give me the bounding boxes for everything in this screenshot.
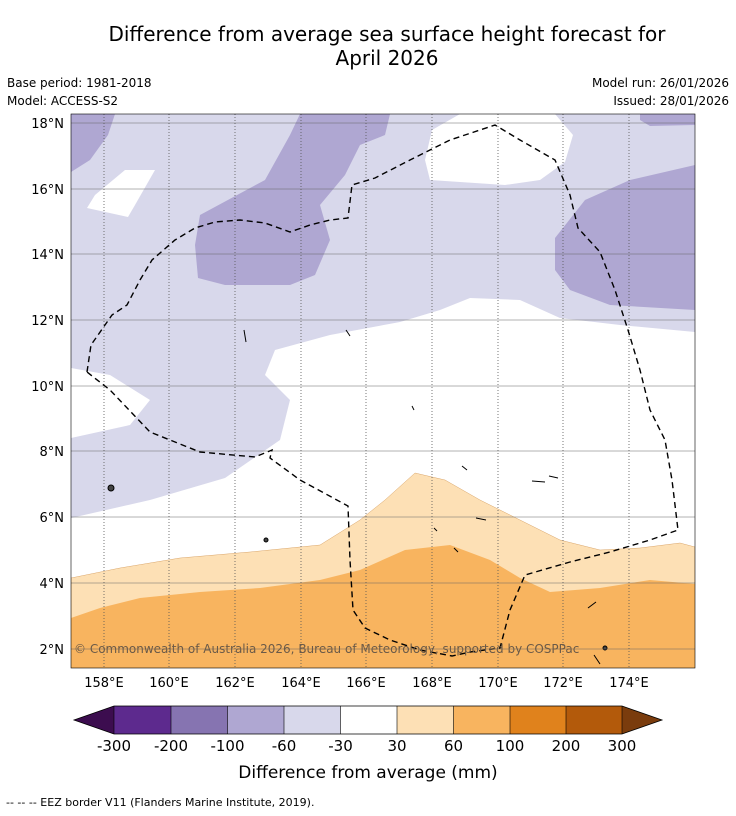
lon-label: 164°E: [281, 676, 321, 691]
meta-right: Model run: 26/01/2026 Issued: 28/01/2026: [592, 74, 729, 110]
colorbar-swatch: [510, 706, 566, 734]
colorbar-swatch: [566, 706, 622, 734]
colorbar-swatch: [453, 706, 510, 734]
colorbar-swatch: [171, 706, 228, 734]
model-run-text: Model run: 26/01/2026: [591, 76, 729, 90]
lat-label: 12°N: [31, 314, 64, 329]
colorbar-swatch: [114, 706, 171, 734]
colorbar-swatch: [340, 706, 397, 734]
lon-label: 160°E: [149, 676, 189, 691]
colorbar-tick: -200: [154, 737, 188, 755]
map-frame: [70, 113, 696, 669]
title-line-2: April 2026: [335, 46, 439, 70]
lon-label: 172°E: [543, 676, 583, 691]
title-line-1: Difference from average sea surface heig…: [108, 22, 666, 46]
colorbar-tick: 100: [496, 737, 525, 755]
issued-text: Issued: 28/01/2026: [613, 94, 729, 108]
chart-title: Difference from average sea surface heig…: [60, 22, 714, 70]
copyright-text: © Commonwealth of Australia 2026, Bureau…: [74, 642, 579, 656]
colorbar-swatch: [284, 706, 341, 734]
lat-label: 18°N: [31, 117, 64, 132]
longitude-axis: 158°E 160°E 162°E 164°E 166°E 168°E 170°…: [84, 676, 649, 691]
colorbar-tick: 300: [608, 737, 637, 755]
map-plot-area: [71, 114, 695, 668]
eez-legend-text: -- -- -- EEZ border V11 (Flanders Marine…: [6, 796, 315, 809]
model-text: Model: ACCESS-S2: [7, 94, 119, 108]
lat-label: 16°N: [31, 183, 64, 198]
lon-label: 158°E: [84, 676, 124, 691]
colorbar: -300 -200 -100 -60 -30 30 60 100 200 300…: [72, 705, 664, 783]
colorbar-tick: -30: [328, 737, 353, 755]
anomaly-region-neutral-ne: [425, 114, 573, 185]
island-features: [107, 329, 608, 665]
anomaly-region-p60-p100: [71, 545, 695, 668]
colorbar-tick: 200: [552, 737, 581, 755]
colorbar-tick: -300: [97, 737, 131, 755]
colorbar-tick: 60: [444, 737, 463, 755]
lon-label: 174°E: [609, 676, 649, 691]
colorbar-over-arrow: [622, 706, 662, 734]
lon-label: 166°E: [346, 676, 386, 691]
gridlines: [71, 114, 695, 668]
colorbar-tick: -60: [272, 737, 297, 755]
anomaly-region-m100-m60-ne-top: [640, 114, 695, 126]
anomaly-region-m100-m60-central: [195, 114, 390, 285]
lon-label: 170°E: [478, 676, 518, 691]
meta-left: Base period: 1981-2018 Model: ACCESS-S2: [7, 74, 152, 110]
colorbar-tick: -100: [210, 737, 244, 755]
latitude-axis: 18°N 16°N 14°N 12°N 10°N 8°N 6°N 4°N 2°N: [31, 117, 64, 658]
anomaly-region-m100-m60-east: [555, 165, 695, 310]
colorbar-swatch: [227, 706, 284, 734]
lat-label: 6°N: [40, 511, 65, 526]
lat-label: 10°N: [31, 380, 64, 395]
colorbar-under-arrow: [74, 706, 114, 734]
lat-label: 2°N: [40, 643, 65, 658]
base-period-text: Base period: 1981-2018: [7, 76, 152, 90]
colorbar-swatch: [397, 706, 454, 734]
lat-label: 4°N: [40, 577, 65, 592]
anomaly-region-neutral-nw: [87, 170, 155, 217]
colorbar-label: Difference from average (mm): [238, 763, 497, 783]
lon-label: 162°E: [215, 676, 255, 691]
lat-label: 8°N: [40, 445, 65, 460]
eez-border: [86, 124, 679, 657]
anomaly-region-m100-m60-nw: [71, 114, 115, 172]
lat-label: 14°N: [31, 248, 64, 263]
colorbar-tick: 30: [387, 737, 406, 755]
lon-label: 168°E: [412, 676, 452, 691]
